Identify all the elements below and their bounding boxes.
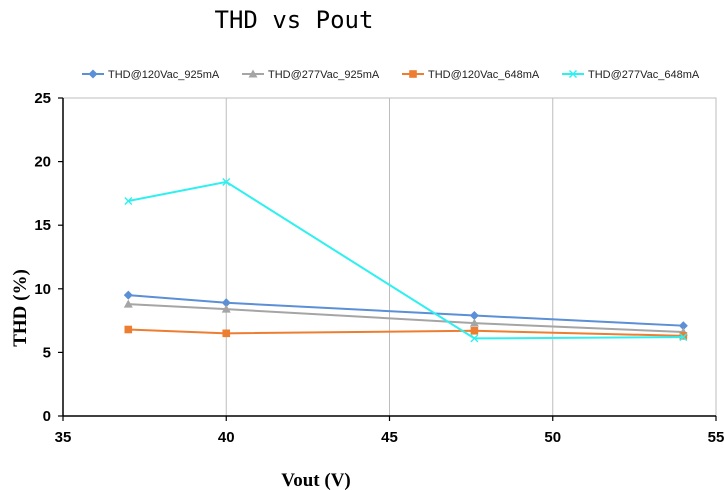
series-line xyxy=(128,180,684,340)
x-axis-title: Vout (V) xyxy=(281,470,351,490)
x-tick-label: 40 xyxy=(218,429,235,446)
data-point xyxy=(221,304,231,313)
legend-item-2: THD@277Vac_925mA xyxy=(242,69,380,81)
y-tick-label: 20 xyxy=(34,154,51,171)
y-tick-label: 25 xyxy=(34,90,51,107)
legend-marker xyxy=(409,70,417,78)
x-tick-label: 35 xyxy=(55,429,72,446)
series-4 xyxy=(124,177,688,343)
axes: 0 5 10 15 20 25 35 40 45 50 55 xyxy=(34,90,724,446)
marker-stroke xyxy=(679,333,688,342)
data-point xyxy=(469,311,479,321)
y-axis-title: THD (%) xyxy=(10,269,31,347)
data-point xyxy=(124,197,133,206)
series-3 xyxy=(124,325,688,340)
series-1 xyxy=(123,290,688,331)
x-tick-label: 55 xyxy=(708,429,724,446)
legend-marker xyxy=(88,69,98,79)
series-layer xyxy=(123,177,688,343)
legend-item-1: THD@120Vac_925mA xyxy=(82,69,220,81)
legend-marker xyxy=(248,69,258,78)
data-point xyxy=(123,290,133,300)
legend-label: THD@277Vac_925mA xyxy=(268,69,380,81)
series-line xyxy=(128,303,684,334)
legend-label: THD@120Vac_648mA xyxy=(428,69,540,81)
marker-stroke xyxy=(470,334,479,343)
chart-title: THD vs Pout xyxy=(214,6,374,34)
data-point xyxy=(222,329,231,338)
x-tick-label: 45 xyxy=(381,429,398,446)
legend-item-3: THD@120Vac_648mA xyxy=(402,69,540,81)
data-point xyxy=(470,326,479,335)
data-point xyxy=(123,299,133,308)
y-tick-label: 15 xyxy=(34,217,51,234)
marker-stroke xyxy=(222,177,231,186)
data-point xyxy=(124,325,133,334)
series-line xyxy=(128,294,684,327)
legend-item-4: THD@277Vac_648mA xyxy=(562,69,700,81)
grid xyxy=(62,97,717,417)
data-point xyxy=(679,333,688,342)
legend-label: THD@120Vac_925mA xyxy=(108,69,220,81)
y-tick-label: 0 xyxy=(43,408,51,425)
data-point xyxy=(679,332,688,340)
legend-label: THD@277Vac_648mA xyxy=(588,69,700,81)
legend: THD@120Vac_925mA THD@277Vac_925mA THD@120V… xyxy=(82,69,700,81)
x-tick-label: 50 xyxy=(544,429,561,446)
data-point xyxy=(469,318,479,327)
y-tick-label: 10 xyxy=(34,281,51,298)
marker-stroke xyxy=(569,70,577,78)
series-2 xyxy=(123,299,688,336)
marker-stroke xyxy=(124,197,133,206)
legend-marker xyxy=(569,70,577,78)
data-point xyxy=(222,177,231,186)
y-tick-label: 5 xyxy=(43,344,51,361)
data-point xyxy=(470,334,479,343)
data-point xyxy=(678,321,688,331)
series-line xyxy=(128,328,684,337)
data-point xyxy=(221,298,231,308)
